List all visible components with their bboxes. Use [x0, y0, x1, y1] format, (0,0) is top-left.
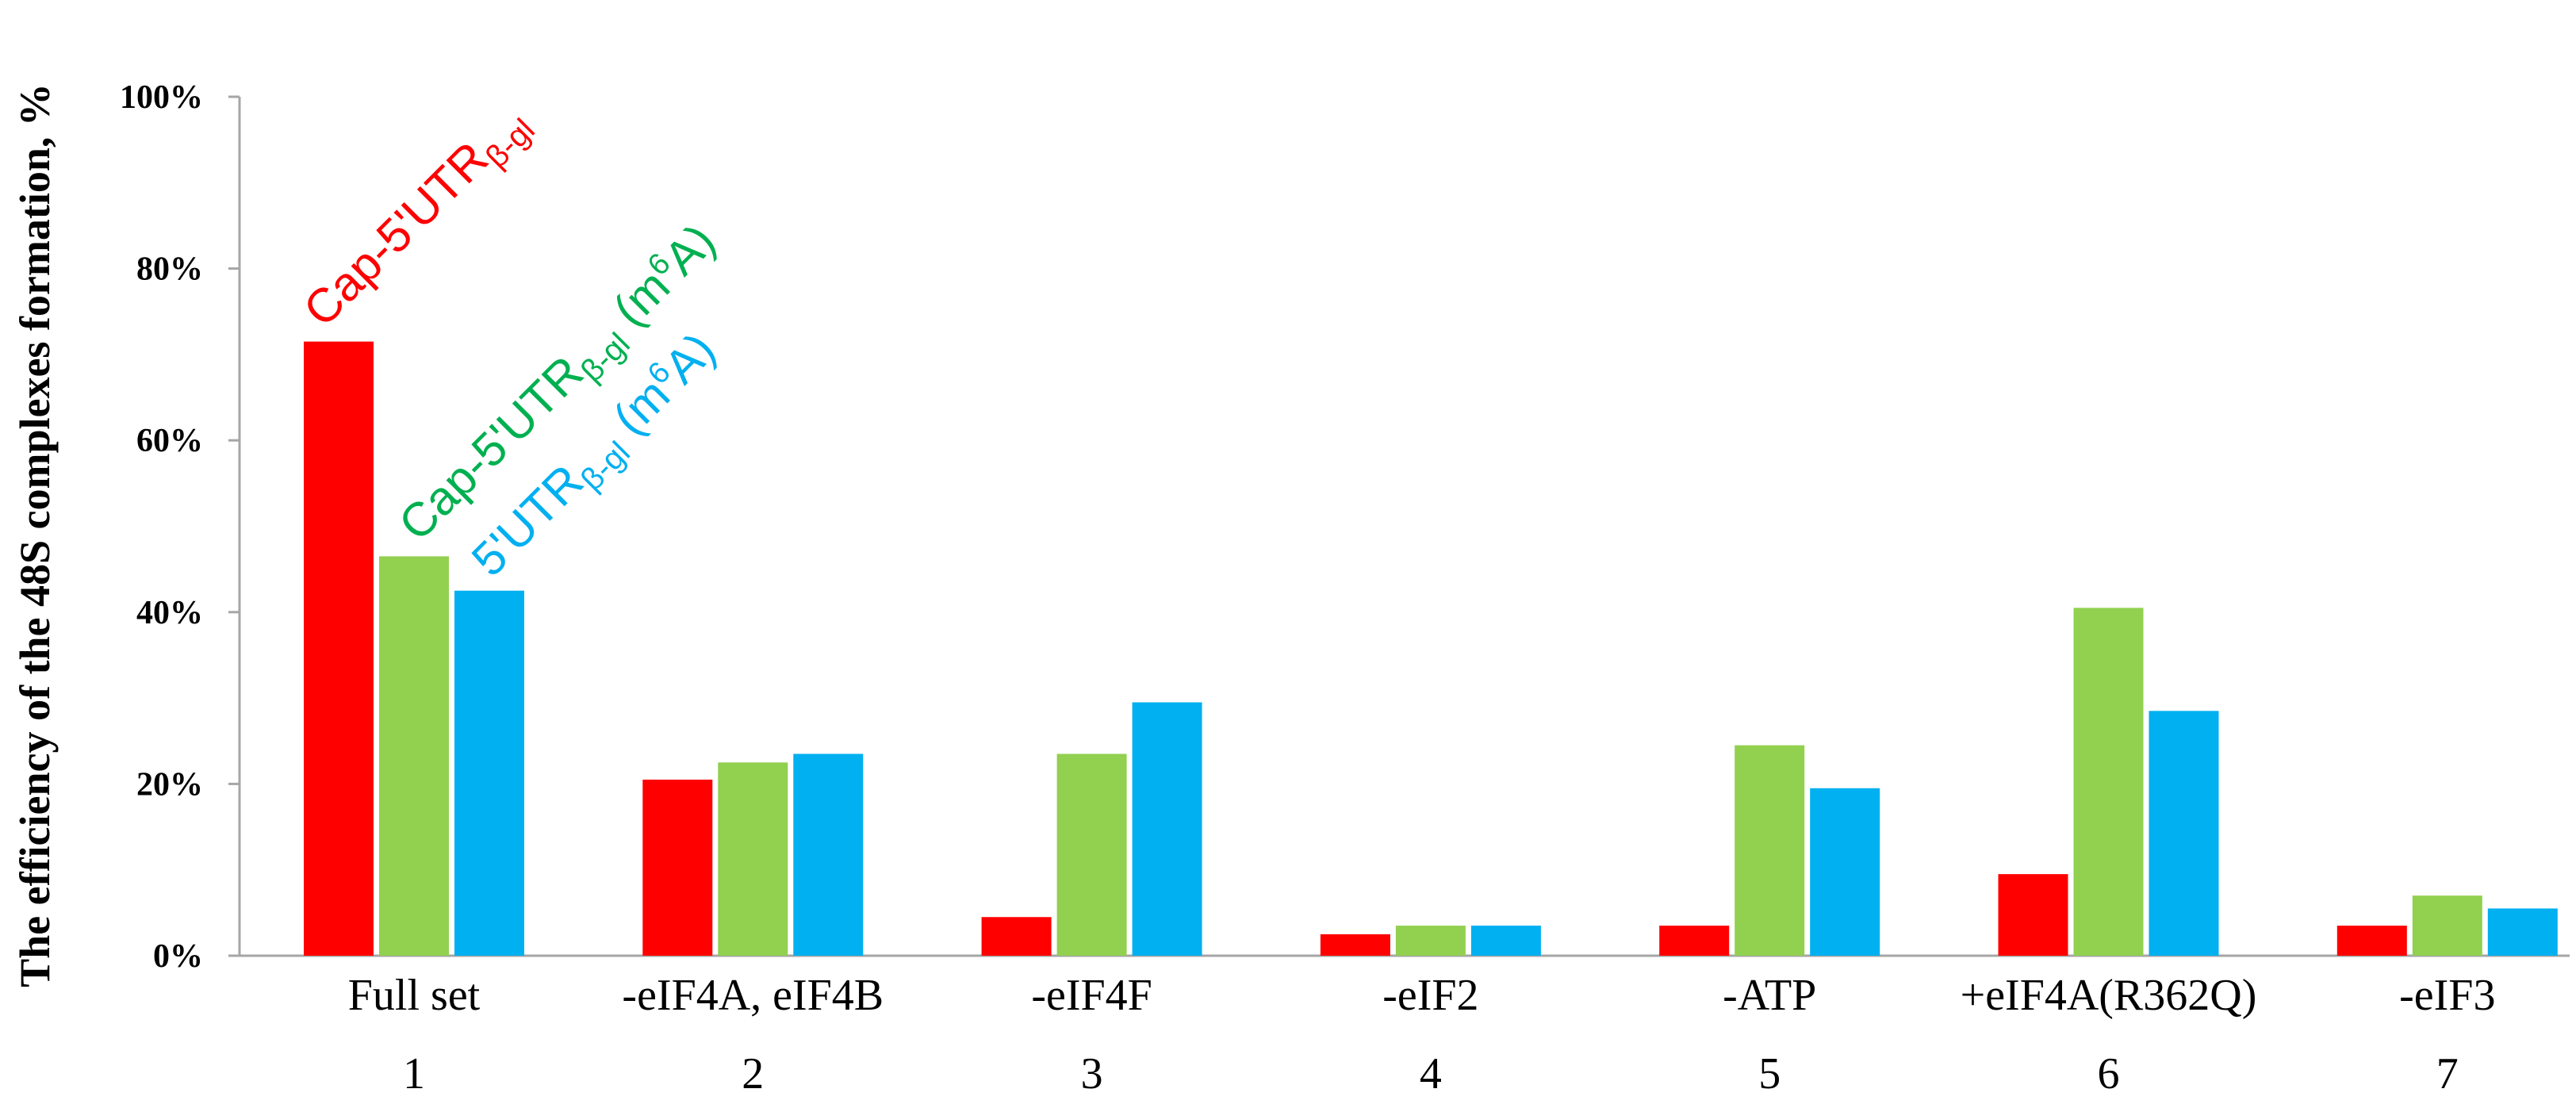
category-label: -eIF4A, eIF4B [622, 971, 884, 1020]
y-tick-label: 60% [136, 423, 203, 459]
category-label: -eIF3 [2399, 971, 2495, 1020]
bar-2-7 [2412, 895, 2482, 956]
y-tick-label: 0% [153, 938, 203, 975]
bar-3-7 [2487, 908, 2558, 956]
x-labels: Full set 1 -eIF4A, eIF4B 2 -eIF4F 3 -eIF2 4 -ATP… [348, 971, 2496, 1098]
bar-3-3 [1132, 702, 1202, 956]
bar-3-6 [2149, 711, 2219, 956]
y-tick-label: 20% [136, 766, 203, 803]
category-label: +eIF4A(R362Q) [1961, 971, 2257, 1020]
category-number: 6 [2098, 1049, 2120, 1098]
bar-3-4 [1470, 926, 1541, 956]
category-number: 3 [1081, 1049, 1103, 1098]
bar-2-4 [1395, 926, 1466, 956]
bar-2-1 [379, 556, 449, 956]
category-label: -eIF4F [1031, 971, 1152, 1020]
bar-1-4 [1320, 934, 1390, 956]
category-number: 2 [742, 1049, 764, 1098]
bar-2-6 [2073, 608, 2144, 956]
y-tick-label: 80% [136, 251, 203, 288]
bar-2-2 [718, 762, 788, 956]
category-label: -ATP [1723, 971, 1816, 1020]
category-label: Full set [348, 971, 481, 1020]
bar-1-3 [981, 917, 1052, 956]
bar-3-5 [1810, 788, 1880, 956]
bar-3-1 [454, 590, 524, 956]
y-tick-label: 100% [120, 79, 203, 116]
bar-1-2 [642, 779, 713, 956]
bar-1-5 [1659, 926, 1730, 956]
y-axis-label: The efficiency of the 48S complexes form… [11, 83, 59, 987]
bar-1-7 [2336, 926, 2407, 956]
y-tick-label: 40% [136, 595, 203, 631]
bar-2-5 [1735, 745, 1805, 956]
category-number: 7 [2436, 1049, 2459, 1098]
series-label-1: Cap-5'UTRβ-gl [293, 94, 542, 342]
category-number: 1 [403, 1049, 425, 1098]
category-number: 4 [1420, 1049, 1442, 1098]
bars [304, 341, 2558, 956]
bar-1-1 [304, 341, 374, 956]
category-label: -eIF2 [1382, 971, 1478, 1020]
category-number: 5 [1758, 1049, 1781, 1098]
bar-3-2 [793, 753, 864, 956]
bar-1-6 [1998, 874, 2068, 956]
bar-2-3 [1056, 753, 1127, 956]
y-ticks: 0% 20% 40% 60% 80% 100% [120, 79, 240, 975]
